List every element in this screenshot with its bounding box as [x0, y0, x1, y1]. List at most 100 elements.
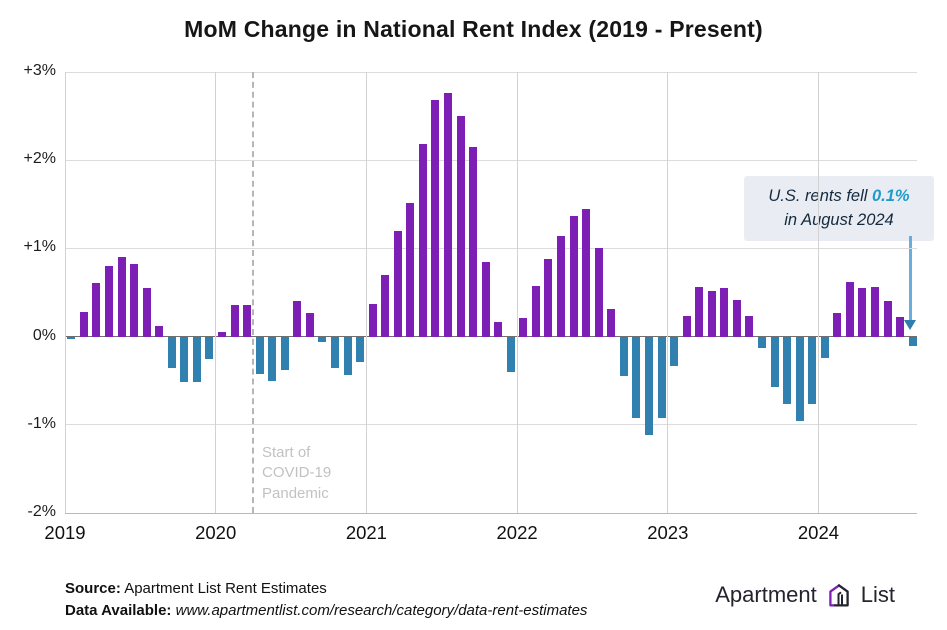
bar-2022-5: [569, 215, 578, 337]
bar-2022-7: [594, 248, 603, 337]
bar-2020-12: [356, 336, 365, 363]
bar-2020-8: [305, 312, 314, 337]
bar-2024-4: [858, 288, 867, 337]
bar-2023-8: [757, 336, 766, 349]
bar-2019-8: [155, 326, 164, 337]
x-axis-label: 2020: [195, 522, 237, 543]
bar-2023-4: [707, 290, 716, 337]
footer-data-value: www.apartmentlist.com/research/category/…: [171, 602, 588, 619]
bar-2021-8: [456, 116, 465, 337]
bar-2019-7: [142, 288, 151, 337]
bar-2024-7: [896, 317, 905, 337]
bar-2022-11: [644, 336, 653, 436]
bar-2023-5: [720, 288, 729, 337]
bar-2022-2: [531, 286, 540, 337]
gridline-+2%: [65, 159, 917, 161]
footer-source-label: Source:: [65, 580, 121, 597]
bar-2023-9: [770, 336, 779, 387]
annotation-line2: in August 2024: [784, 210, 894, 229]
y-axis-label: +3%: [23, 62, 56, 79]
footer-source-value: Apartment List Rent Estimates: [120, 580, 327, 597]
annotation-highlight: 0.1%: [872, 187, 910, 205]
year-gridline-2023: [667, 72, 669, 513]
y-axis-label: 0%: [32, 326, 56, 344]
annotation-arrow: [909, 236, 912, 322]
logo-word-list: List: [860, 582, 895, 607]
bar-2021-4: [406, 203, 415, 337]
gridline--1%: [65, 424, 917, 426]
bar-2019-10: [180, 336, 189, 382]
x-axis-label: 2019: [44, 522, 86, 543]
bar-2022-4: [557, 236, 566, 337]
y-axis-label: +1%: [23, 238, 56, 256]
bar-2020-2: [230, 304, 239, 337]
bar-2022-9: [619, 336, 628, 377]
gridline-+3%: [65, 71, 917, 73]
bar-2019-12: [205, 336, 214, 359]
bar-2021-5: [418, 144, 427, 337]
bar-2024-5: [870, 287, 879, 337]
bar-2021-7: [444, 93, 453, 337]
bar-2020-11: [343, 336, 352, 376]
gridline--2%: [65, 512, 917, 514]
covid-label: Start of COVID-19 Pandemic: [262, 444, 332, 502]
bar-2024-1: [820, 336, 829, 358]
y-axis-label: -2%: [27, 503, 56, 520]
logo-house-icon: [824, 580, 854, 610]
bar-2023-2: [682, 316, 691, 337]
bar-2021-2: [381, 274, 390, 337]
bar-2019-1: [67, 336, 76, 340]
apartmentlist-logo: Apartment List: [715, 580, 895, 610]
bar-2022-12: [657, 336, 666, 418]
bar-2019-11: [192, 336, 201, 382]
year-gridline-2024: [817, 72, 819, 513]
bar-2021-10: [481, 261, 490, 337]
bar-2023-3: [695, 287, 704, 337]
footer-data-available: Data Available: www.apartmentlist.com/re…: [65, 602, 587, 619]
bar-2022-1: [519, 318, 528, 337]
bar-2021-11: [494, 322, 503, 337]
gridline-0%: [65, 336, 917, 338]
bar-2020-10: [330, 336, 339, 369]
bar-2020-1: [217, 332, 226, 337]
year-gridline-2021: [365, 72, 367, 513]
annotation-arrow-head-icon: [904, 320, 916, 330]
x-axis-label: 2023: [647, 522, 689, 543]
gridline-+1%: [65, 247, 917, 249]
bar-2021-3: [393, 230, 402, 337]
bar-2023-10: [783, 336, 792, 404]
bar-2019-6: [130, 264, 139, 337]
logo-word-apartment: Apartment: [715, 582, 817, 607]
bar-2024-3: [845, 281, 854, 337]
covid-dashed-line: [252, 72, 255, 513]
bar-2021-12: [506, 336, 515, 372]
bar-2020-5: [268, 336, 277, 381]
bar-2019-2: [79, 311, 88, 337]
x-axis-label: 2022: [496, 522, 538, 543]
bar-2024-2: [833, 312, 842, 337]
footer-source: Source: Apartment List Rent Estimates: [65, 580, 327, 597]
bar-2020-3: [243, 304, 252, 337]
bar-2023-7: [745, 316, 754, 337]
bar-2019-4: [104, 266, 113, 337]
y-axis-label: +2%: [23, 150, 56, 168]
x-axis-label: 2024: [797, 522, 840, 543]
x-axis-label: 2021: [345, 522, 387, 543]
bar-2019-3: [92, 282, 101, 337]
bar-2021-1: [368, 303, 377, 337]
bar-2024-6: [883, 301, 892, 337]
page-title: MoM Change in National Rent Index (2019 …: [184, 16, 763, 42]
bar-2022-6: [582, 208, 591, 337]
bar-2021-9: [469, 146, 478, 337]
bar-2023-12: [808, 336, 817, 404]
bar-2020-4: [255, 336, 264, 374]
bar-2019-9: [167, 336, 176, 369]
year-gridline-2020: [215, 72, 217, 513]
year-gridline-2022: [516, 72, 518, 513]
bar-2020-7: [293, 301, 302, 337]
bar-2022-8: [607, 309, 616, 337]
bar-2019-5: [117, 257, 126, 337]
bar-2023-11: [795, 336, 804, 422]
bar-2020-9: [318, 336, 327, 342]
